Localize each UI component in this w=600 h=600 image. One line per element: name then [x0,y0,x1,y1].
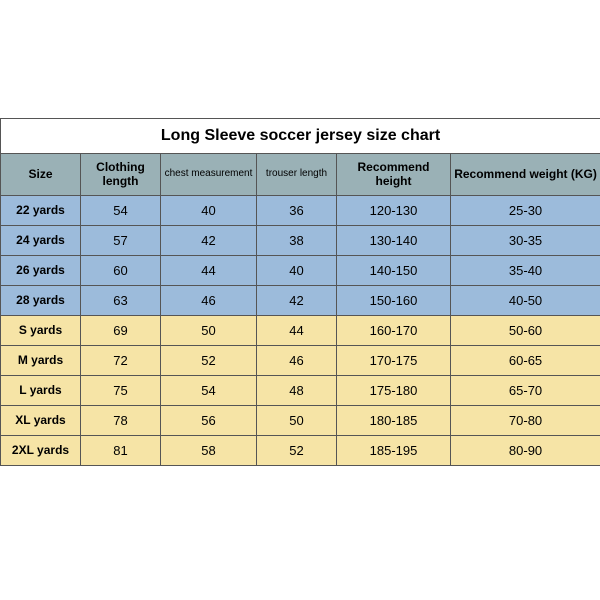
data-cell: 180-185 [337,405,451,435]
data-cell: 160-170 [337,315,451,345]
size-cell: 28 yards [1,285,81,315]
data-cell: 50 [257,405,337,435]
chart-title: Long Sleeve soccer jersey size chart [1,119,600,154]
column-header: chest measurement [161,154,257,196]
data-cell: 58 [161,435,257,465]
data-cell: 175-180 [337,375,451,405]
table-row: 28 yards634642150-16040-50 [1,285,600,315]
data-cell: 120-130 [337,195,451,225]
table-row: XL yards785650180-18570-80 [1,405,600,435]
size-cell: 22 yards [1,195,81,225]
data-cell: 40-50 [451,285,600,315]
data-cell: 72 [81,345,161,375]
data-cell: 81 [81,435,161,465]
size-cell: M yards [1,345,81,375]
size-cell: 24 yards [1,225,81,255]
data-cell: 70-80 [451,405,600,435]
data-cell: 57 [81,225,161,255]
data-cell: 170-175 [337,345,451,375]
table-row: 22 yards544036120-13025-30 [1,195,600,225]
data-cell: 40 [161,195,257,225]
size-cell: 2XL yards [1,435,81,465]
size-cell: L yards [1,375,81,405]
size-cell: XL yards [1,405,81,435]
header-row: SizeClothing lengthchest measurementtrou… [1,154,600,196]
data-cell: 40 [257,255,337,285]
data-cell: 35-40 [451,255,600,285]
table-row: 2XL yards815852185-19580-90 [1,435,600,465]
data-cell: 46 [257,345,337,375]
column-header: trouser length [257,154,337,196]
table-row: 24 yards574238130-14030-35 [1,225,600,255]
data-cell: 25-30 [451,195,600,225]
table-row: M yards725246170-17560-65 [1,345,600,375]
table-row: 26 yards604440140-15035-40 [1,255,600,285]
column-header: Clothing length [81,154,161,196]
data-cell: 36 [257,195,337,225]
data-cell: 44 [257,315,337,345]
data-cell: 78 [81,405,161,435]
title-row: Long Sleeve soccer jersey size chart [1,119,600,154]
data-cell: 46 [161,285,257,315]
data-cell: 54 [161,375,257,405]
data-cell: 185-195 [337,435,451,465]
data-cell: 52 [161,345,257,375]
data-cell: 63 [81,285,161,315]
data-cell: 44 [161,255,257,285]
data-cell: 54 [81,195,161,225]
size-chart-table: Long Sleeve soccer jersey size chartSize… [0,118,600,466]
column-header: Recommend weight (KG) [451,154,600,196]
data-cell: 60-65 [451,345,600,375]
data-cell: 60 [81,255,161,285]
column-header: Recommend height [337,154,451,196]
data-cell: 38 [257,225,337,255]
data-cell: 80-90 [451,435,600,465]
column-header: Size [1,154,81,196]
data-cell: 56 [161,405,257,435]
data-cell: 65-70 [451,375,600,405]
table-row: S yards695044160-17050-60 [1,315,600,345]
data-cell: 48 [257,375,337,405]
data-cell: 140-150 [337,255,451,285]
data-cell: 50 [161,315,257,345]
size-cell: S yards [1,315,81,345]
data-cell: 75 [81,375,161,405]
data-cell: 42 [257,285,337,315]
size-cell: 26 yards [1,255,81,285]
data-cell: 30-35 [451,225,600,255]
table-row: L yards755448175-18065-70 [1,375,600,405]
data-cell: 69 [81,315,161,345]
data-cell: 130-140 [337,225,451,255]
data-cell: 50-60 [451,315,600,345]
data-cell: 52 [257,435,337,465]
data-cell: 150-160 [337,285,451,315]
data-cell: 42 [161,225,257,255]
